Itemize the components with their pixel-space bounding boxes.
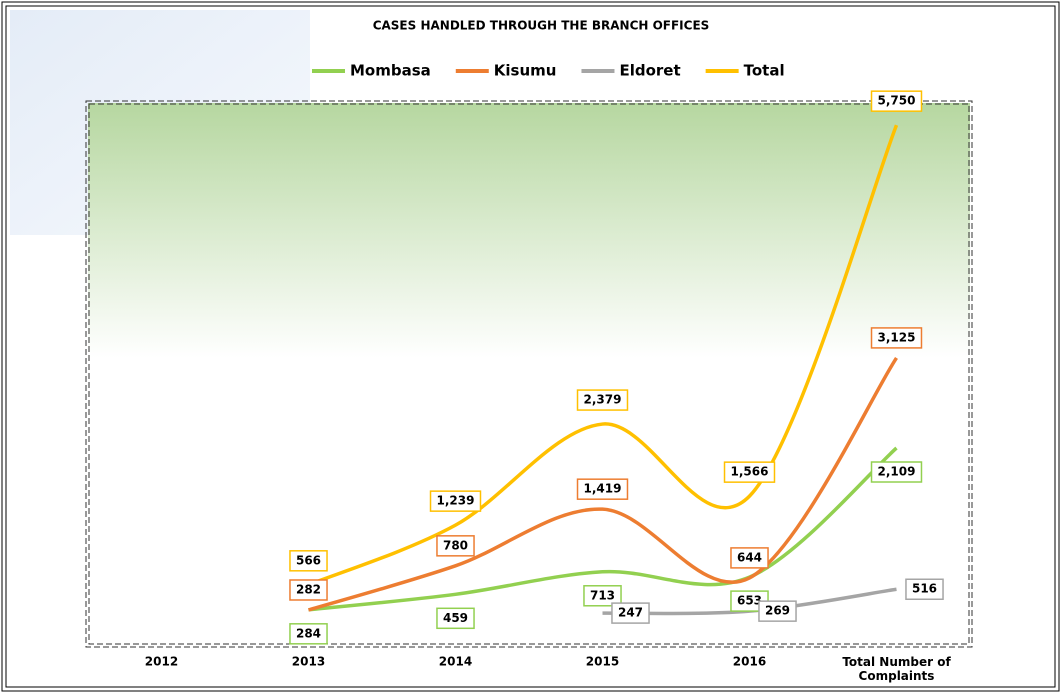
data-label-text: 713 [590, 588, 615, 602]
data-label-box [576, 478, 629, 500]
data-label-box [429, 490, 482, 512]
data-label-text: 3,125 [878, 330, 916, 344]
data-label-text: 459 [443, 611, 468, 625]
data-label-box [436, 535, 475, 557]
plot-border [85, 100, 973, 648]
data-label: 247 [611, 602, 650, 624]
data-label-box [730, 547, 769, 569]
data-label-text: 284 [296, 626, 321, 640]
data-label-box [870, 327, 923, 349]
data-label-text: 653 [737, 594, 762, 608]
legend-label: Mombasa [350, 62, 431, 80]
data-label-text: 644 [737, 550, 762, 564]
data-label: 269 [758, 600, 797, 622]
data-label-box [870, 461, 923, 483]
legend-label: Total [744, 62, 785, 80]
data-label-box [576, 389, 629, 411]
x-tick-label: 2015 [586, 655, 619, 669]
data-label-text: 780 [443, 538, 468, 552]
data-label-text: 247 [618, 606, 643, 620]
x-tick-label: 2012 [145, 655, 178, 669]
x-tick-label: Total Number of Complaints [842, 655, 951, 683]
line [307, 356, 898, 612]
data-label-box [905, 578, 944, 600]
data-label: 1,419 [576, 478, 629, 500]
plot-border [88, 103, 970, 645]
line [307, 124, 899, 587]
x-tick-label: 2016 [733, 655, 766, 669]
data-label-text: 566 [296, 553, 321, 567]
data-label: 282 [289, 579, 328, 601]
data-label-box [583, 585, 622, 607]
data-label-box [758, 600, 797, 622]
data-label-box [870, 90, 923, 112]
data-label-text: 282 [296, 582, 321, 596]
data-label-text: 1,419 [584, 482, 622, 496]
data-label-box [289, 550, 328, 572]
plot-shade [88, 103, 970, 358]
data-label-text: 269 [765, 604, 790, 618]
legend-label: Eldoret [619, 62, 680, 80]
data-label-text: 2,109 [878, 465, 916, 479]
data-label: 1,566 [723, 461, 776, 483]
data-label: 284 [289, 623, 328, 645]
chart-title: CASES HANDLED THROUGH THE BRANCH OFFICES [373, 19, 710, 33]
data-label: 5,750 [870, 90, 923, 112]
data-label: 459 [436, 607, 475, 630]
data-label-box [436, 607, 475, 630]
inner-border [5, 5, 1056, 688]
data-label-text: 5,750 [878, 94, 916, 108]
data-label-box [289, 579, 328, 601]
data-label-text: 1,239 [437, 494, 475, 508]
data-label: 1,239 [429, 490, 482, 512]
data-label-text: 516 [912, 582, 937, 596]
data-label: 2,379 [576, 389, 629, 411]
data-label-text: 2,379 [584, 393, 622, 407]
data-label: 780 [436, 535, 475, 557]
legend-label: Kisumu [494, 62, 557, 80]
data-label-box [723, 461, 776, 483]
line [308, 446, 898, 612]
data-label: 644 [730, 547, 769, 569]
x-tick-label: 2014 [439, 655, 472, 669]
data-label: 516 [905, 578, 944, 600]
data-label: 3,125 [870, 327, 923, 349]
data-label: 713 [583, 585, 622, 607]
x-tick-label: 2013 [292, 655, 325, 669]
data-label-box [611, 602, 650, 624]
data-label-box [289, 623, 328, 645]
data-label: 2,109 [870, 461, 923, 483]
data-label-text: 1,566 [731, 465, 769, 479]
data-label: 566 [289, 550, 328, 572]
